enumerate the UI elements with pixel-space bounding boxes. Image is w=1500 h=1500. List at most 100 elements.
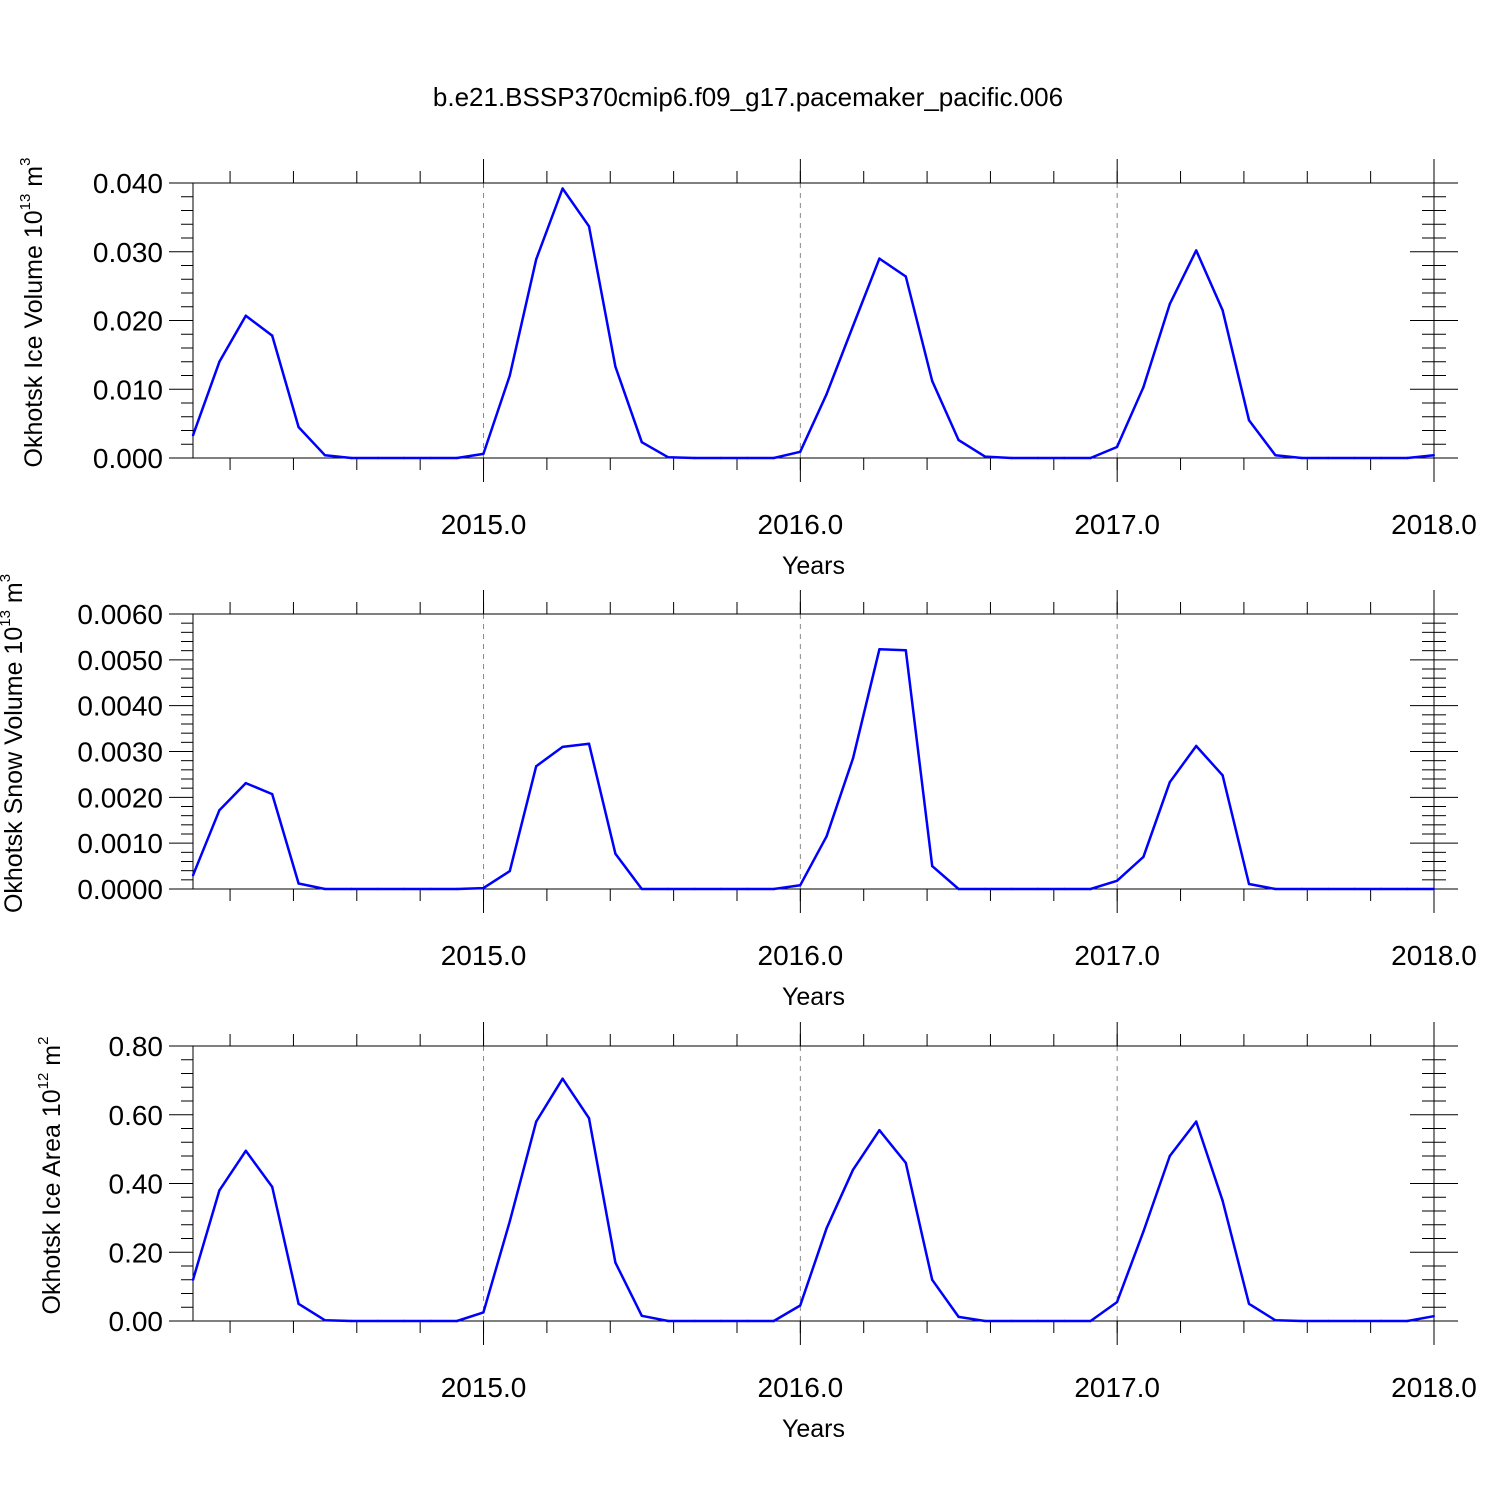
- data-point: [1432, 454, 1436, 457]
- data-point: [1168, 781, 1172, 784]
- x-axis-label: Years: [782, 983, 845, 1011]
- data-point: [693, 456, 696, 460]
- data-point: [851, 1168, 855, 1172]
- series-line: [191, 648, 1434, 891]
- data-point: [878, 257, 881, 260]
- chart-panel-3: 0.00 0.20 0.40 0.60 0.80 2015.0 2016.0 2017.0 20…: [35, 1022, 1477, 1443]
- data-point: [1036, 456, 1040, 460]
- data-point: [218, 360, 221, 363]
- y-axis-label-text: Okhotsk Ice Area 10: [38, 1089, 66, 1314]
- data-point: [825, 1227, 828, 1230]
- data-point: [1300, 887, 1304, 891]
- data-point: [1274, 1319, 1277, 1322]
- data-point: [482, 1311, 485, 1314]
- y-tick-label: 0.040: [93, 168, 163, 199]
- y-tick-label: 0.60: [109, 1100, 164, 1131]
- data-point: [719, 887, 723, 891]
- data-point: [825, 392, 828, 396]
- data-point: [1432, 887, 1436, 891]
- data-point: [376, 887, 379, 891]
- y-tick-label: 0.20: [109, 1237, 164, 1268]
- y-axis-label: Okhotsk Ice Area 1012 m2: [35, 1037, 66, 1315]
- y-tick-label: 0.40: [109, 1169, 164, 1200]
- data-point: [1063, 1319, 1066, 1323]
- data-point: [1274, 454, 1277, 457]
- data-point: [482, 452, 485, 456]
- data-point: [719, 456, 723, 460]
- data-point: [1168, 1154, 1172, 1158]
- x-tick-label: 2016.0: [758, 509, 844, 540]
- figure-title: b.e21.BSSP370cmip6.f09_g17.pacemaker_pac…: [433, 82, 1063, 112]
- data-point: [191, 434, 195, 437]
- data-point: [271, 334, 274, 337]
- data-point: [350, 887, 353, 891]
- x-tick-label: 2017.0: [1074, 940, 1160, 971]
- data-point: [1142, 855, 1145, 859]
- data-point: [1168, 302, 1172, 306]
- data-point: [667, 887, 670, 891]
- data-point: [1379, 1319, 1383, 1323]
- data-point: [1247, 1302, 1251, 1306]
- data-point: [1010, 887, 1013, 891]
- data-point: [746, 456, 749, 460]
- y-tick-label: 0.0050: [77, 645, 163, 676]
- plot-frame: [192, 613, 1435, 890]
- y-tick-label: 0.0040: [77, 691, 163, 722]
- data-point: [455, 456, 459, 460]
- data-point: [614, 365, 617, 368]
- data-point: [799, 1304, 802, 1307]
- data-point: [640, 887, 643, 891]
- data-point: [561, 1077, 564, 1080]
- data-point: [244, 781, 247, 785]
- data-point: [297, 882, 300, 885]
- series-points: [191, 187, 1436, 460]
- data-point: [508, 374, 511, 377]
- y-axis-label: Okhotsk Snow Volume 1013 m3: [0, 574, 28, 913]
- data-point: [376, 456, 379, 460]
- data-point: [323, 454, 327, 457]
- data-point: [851, 324, 855, 328]
- y-axis-label: Okhotsk Ice Volume 1013 m3: [17, 158, 48, 468]
- y-tick-label: 0.00: [109, 1306, 164, 1337]
- data-point: [799, 884, 802, 887]
- data-point: [455, 887, 459, 891]
- x-tick-label: 2017.0: [1074, 1372, 1160, 1403]
- data-point: [667, 456, 670, 459]
- data-point: [297, 425, 300, 429]
- data-point: [1063, 887, 1066, 891]
- data-point: [1406, 887, 1409, 891]
- data-point: [1115, 1300, 1119, 1304]
- data-point: [983, 1319, 987, 1323]
- tick-marks: [169, 159, 1458, 482]
- data-point: [931, 379, 934, 383]
- data-point: [746, 1319, 749, 1323]
- data-point: [323, 887, 327, 891]
- data-point: [323, 1319, 327, 1322]
- data-point: [1089, 887, 1092, 891]
- x-tick-label: 2015.0: [441, 1372, 527, 1403]
- data-point: [271, 792, 274, 796]
- data-point: [878, 648, 881, 651]
- data-point: [1353, 887, 1356, 891]
- data-point: [614, 852, 617, 855]
- chart-panel-2: 0.0000 0.0010 0.0020 0.0030 0.0040 0.0050 0.00…: [0, 574, 1477, 1011]
- tick-marks: [169, 1022, 1458, 1345]
- data-point: [825, 835, 828, 838]
- y-axis-label-exp1: 13: [0, 610, 14, 627]
- y-tick-label: 0.030: [93, 237, 163, 268]
- data-point: [1432, 1315, 1436, 1318]
- data-point: [851, 757, 855, 760]
- data-point: [1221, 309, 1224, 312]
- x-tick-label: 2015.0: [441, 509, 527, 540]
- data-point: [693, 1319, 696, 1323]
- data-point: [719, 1319, 723, 1323]
- y-axis-label-exp2: 3: [17, 158, 34, 166]
- data-point: [1300, 1319, 1304, 1323]
- data-point: [1036, 887, 1040, 891]
- x-tick-label: 2015.0: [441, 940, 527, 971]
- data-point: [983, 455, 987, 458]
- data-point: [904, 275, 907, 278]
- data-point: [931, 864, 934, 868]
- data-point: [1195, 1120, 1198, 1123]
